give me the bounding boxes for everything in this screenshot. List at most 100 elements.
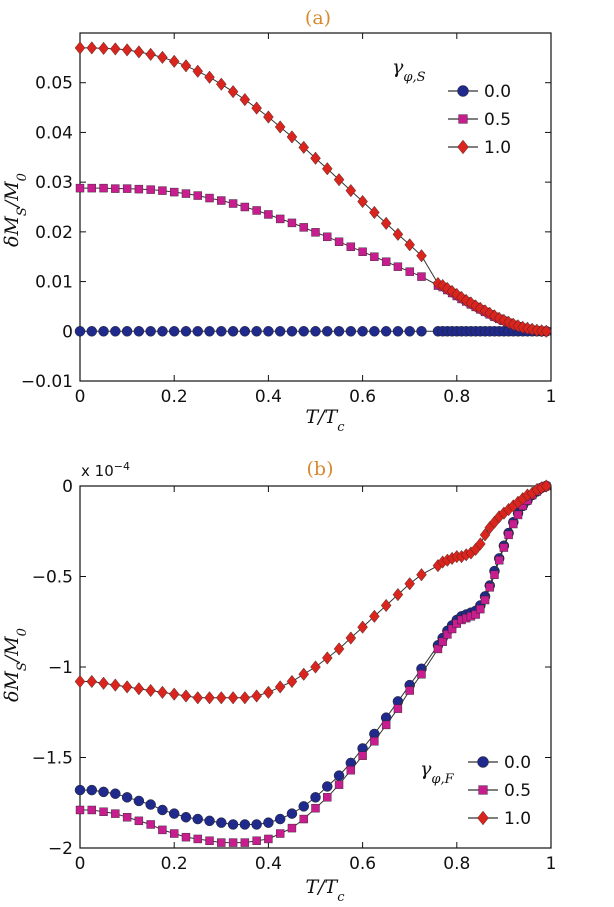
data-point <box>157 685 168 699</box>
data-point <box>298 667 309 681</box>
data-point <box>287 823 297 833</box>
legend-label: 0.5 <box>484 110 511 130</box>
data-point <box>86 326 98 337</box>
data-point <box>345 184 357 198</box>
data-point <box>443 630 452 639</box>
data-point <box>433 644 443 654</box>
y-tick-label: −0.01 <box>21 372 73 392</box>
data-point <box>392 588 404 602</box>
data-point <box>345 326 357 337</box>
data-point <box>437 278 448 293</box>
series-1.0 <box>74 479 552 705</box>
legend-entry: 0.5 <box>468 781 531 801</box>
data-point <box>311 228 320 237</box>
x-tick-label: 0.6 <box>349 387 376 407</box>
panel-b-ticks: 0 0.2 0.4 0.6 0.8 1 −2 −1.5 −1 −0.5 0 <box>32 477 557 874</box>
data-point <box>133 795 145 807</box>
data-point <box>227 819 239 830</box>
data-point <box>158 825 167 835</box>
data-point <box>299 223 308 232</box>
data-point <box>228 199 238 208</box>
legend-marker <box>478 785 488 795</box>
data-point <box>274 120 286 134</box>
data-point <box>405 686 414 695</box>
y-tick-label: −2 <box>48 839 73 859</box>
data-point <box>168 808 180 819</box>
data-point <box>479 528 491 542</box>
data-point <box>227 691 239 705</box>
series-line <box>80 485 547 825</box>
data-point <box>357 194 368 209</box>
data-point <box>298 140 309 154</box>
data-point <box>504 530 513 540</box>
data-point <box>310 792 321 803</box>
data-point <box>192 691 204 705</box>
data-point <box>99 807 108 816</box>
data-point <box>322 326 333 337</box>
data-point <box>168 54 180 68</box>
data-point <box>405 267 414 276</box>
panel-a-title: (a) <box>305 7 331 29</box>
panel-b-series <box>74 479 552 847</box>
panel-a-legend-title: γφ,S <box>392 56 426 85</box>
legend-entry: 0.0 <box>448 82 511 102</box>
data-point <box>251 689 262 703</box>
data-point <box>251 101 262 115</box>
data-point <box>192 64 204 78</box>
data-point <box>158 186 167 195</box>
data-point <box>369 609 380 623</box>
panel-b: 0 0.2 0.4 0.6 0.8 1 −2 −1.5 −1 −0.5 0 (b) x 10−4 T… <box>1 458 556 905</box>
y-tick-label: 0.02 <box>35 223 73 243</box>
data-point <box>476 604 485 614</box>
data-point <box>157 326 168 337</box>
data-point <box>216 326 227 337</box>
data-point <box>110 788 121 799</box>
data-point <box>74 674 86 689</box>
data-point <box>251 326 262 337</box>
data-point <box>180 59 192 73</box>
data-point <box>499 543 509 552</box>
series-0.0 <box>74 326 552 337</box>
data-point <box>485 583 494 592</box>
data-point <box>286 674 298 689</box>
data-point <box>75 805 85 815</box>
panel-a-legend: γφ,S 0.0 0.5 1.0 <box>392 56 511 158</box>
data-point <box>205 836 214 845</box>
data-point <box>216 77 227 91</box>
legend-label: 1.0 <box>504 809 531 829</box>
data-point <box>145 326 156 337</box>
data-point <box>310 326 321 337</box>
data-point <box>333 173 345 187</box>
data-point <box>192 813 203 825</box>
panel-b-title: (b) <box>307 458 334 480</box>
data-point <box>286 326 298 337</box>
data-point <box>205 193 214 203</box>
data-point <box>252 836 261 845</box>
legend-marker <box>457 139 469 155</box>
data-point <box>438 637 447 646</box>
legend-marker <box>458 114 468 124</box>
data-point <box>133 326 145 337</box>
data-point <box>157 804 168 816</box>
data-point <box>86 674 98 689</box>
data-point <box>145 683 156 698</box>
legend-label: 0.0 <box>504 753 531 773</box>
data-point <box>393 262 403 271</box>
data-point <box>393 704 403 713</box>
panel-a-ylabel: δMS/M0 <box>1 173 30 247</box>
data-point <box>216 691 227 705</box>
data-point <box>263 110 274 124</box>
legend-label: 1.0 <box>484 138 511 158</box>
y-tick-label: 0.05 <box>35 74 73 94</box>
legend-entry: 0.5 <box>448 110 511 130</box>
data-point <box>310 151 321 165</box>
data-point <box>333 642 345 656</box>
data-point <box>110 678 121 692</box>
data-point <box>168 687 180 701</box>
data-point <box>404 238 415 252</box>
data-point <box>133 682 145 696</box>
data-point <box>252 206 261 215</box>
data-point <box>286 808 298 819</box>
